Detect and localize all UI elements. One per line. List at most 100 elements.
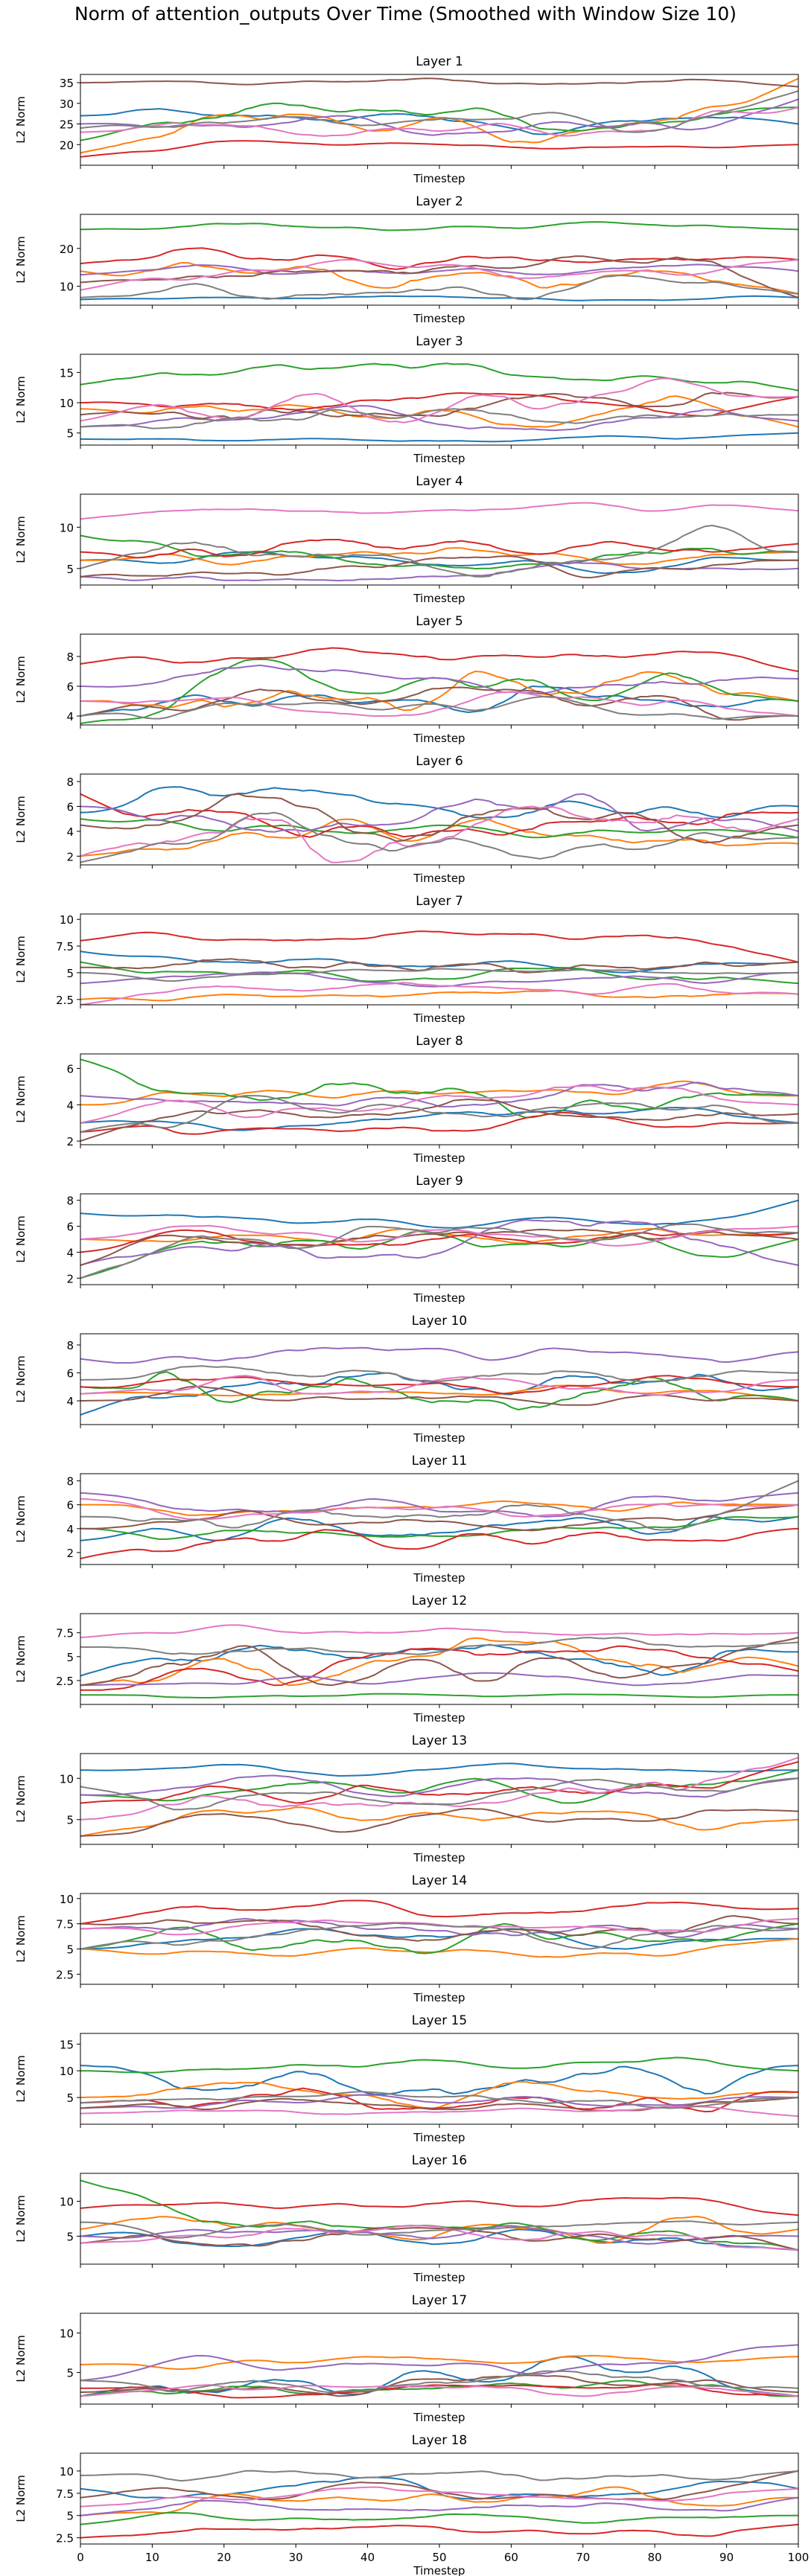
subplot-title: Layer 5: [416, 614, 463, 629]
x-axis-label: Timestep: [413, 732, 465, 745]
x-axis-label: Timestep: [413, 452, 465, 465]
x-axis-label: Timestep: [413, 172, 465, 185]
series-line-7: [80, 1624, 798, 1639]
series-line-6: [80, 77, 798, 88]
subplot-title: Layer 8: [416, 1034, 463, 1049]
y-tick-label: 20: [60, 138, 74, 152]
series-line-8: [80, 968, 798, 982]
y-tick-label: 6: [66, 1367, 74, 1381]
series-line-8: [80, 2091, 798, 2109]
subplot-layer-14: Layer 14 2.5 5 7.5 10 Timestep L2 Norm: [14, 1873, 799, 2004]
subplot-title: Layer 1: [416, 54, 463, 69]
subplot-title: Layer 15: [412, 2013, 467, 2028]
x-tick-label: 90: [719, 2551, 734, 2564]
series-line-4: [80, 930, 798, 963]
subplot-title: Layer 18: [412, 2433, 467, 2448]
series-line-5: [80, 263, 798, 276]
y-axis-label: L2 Norm: [14, 1775, 28, 1823]
series-line-3: [80, 221, 798, 231]
y-tick-label: 2: [66, 1272, 74, 1285]
x-axis-label: Timestep: [413, 1431, 465, 1445]
x-tick-label: 50: [432, 2551, 446, 2564]
subplot-layer-4: Layer 4 5 10 Timestep L2 Norm: [14, 474, 799, 605]
subplot-layer-11: Layer 11 2 4 6 8 Timestep L2 Norm: [14, 1454, 799, 1585]
subplot-layer-16: Layer 16 5 10 Timestep L2 Norm: [14, 2153, 799, 2284]
plot-frame: [80, 773, 799, 866]
y-tick-label: 4: [66, 825, 74, 839]
series-line-3: [80, 2056, 798, 2074]
subplot-title: Layer 12: [412, 1594, 467, 1608]
y-axis-label: L2 Norm: [14, 1215, 28, 1263]
series-line-5: [80, 793, 798, 833]
series-line-4: [80, 2382, 798, 2399]
x-axis-label: Timestep: [413, 1851, 465, 1864]
y-tick-label: 2.5: [56, 1968, 74, 1981]
series-line-8: [80, 408, 798, 429]
x-axis-label: Timestep: [413, 2411, 465, 2424]
y-tick-label: 2.5: [56, 994, 74, 1007]
series-line-1: [80, 1107, 798, 1131]
y-tick-label: 35: [60, 77, 74, 90]
y-tick-label: 10: [60, 281, 74, 294]
series-line-8: [80, 2370, 798, 2394]
y-axis-label: L2 Norm: [14, 1495, 28, 1543]
series-line-3: [80, 102, 798, 141]
series-line-5: [80, 1774, 798, 1798]
y-axis-label: L2 Norm: [14, 656, 28, 703]
series-line-5: [80, 2496, 798, 2516]
series-line-4: [80, 2196, 798, 2217]
y-tick-label: 10: [60, 913, 74, 927]
series-line-5: [80, 2094, 798, 2109]
series-line-4: [80, 140, 798, 158]
subplot-title: Layer 11: [412, 1454, 467, 1468]
subplot-title: Layer 14: [412, 1873, 467, 1888]
y-axis-label: L2 Norm: [14, 516, 28, 563]
subplot-layer-15: Layer 15 5 10 15 Timestep L2 Norm: [14, 2013, 799, 2144]
series-line-6: [80, 686, 798, 721]
series-line-5: [80, 1081, 798, 1108]
series-line-4: [80, 647, 798, 672]
series-line-8: [80, 90, 798, 133]
series-line-6: [80, 1637, 798, 1687]
x-axis-label: Timestep: [413, 592, 465, 605]
series-line-7: [80, 1917, 798, 1936]
x-axis-label: Timestep: [413, 1151, 465, 1165]
y-tick-label: 15: [60, 366, 74, 380]
series-line-3: [80, 818, 798, 839]
series-line-3: [80, 961, 798, 985]
y-axis-label: L2 Norm: [14, 1355, 28, 1403]
subplot-layer-2: Layer 2 10 20 Timestep L2 Norm: [14, 194, 799, 325]
series-line-6: [80, 1807, 798, 1837]
subplot-title: Layer 6: [416, 754, 463, 769]
series-line-8: [80, 811, 798, 863]
y-axis-label: L2 Norm: [14, 936, 28, 983]
series-line-2: [80, 1938, 798, 1958]
y-tick-label: 5: [66, 2230, 74, 2243]
series-line-7: [80, 2105, 798, 2118]
series-line-3: [80, 534, 798, 570]
series-line-2: [80, 2354, 798, 2371]
series-line-1: [80, 2065, 798, 2096]
x-axis-label: Timestep: [413, 2131, 465, 2144]
x-tick-label: 30: [289, 2551, 303, 2564]
y-tick-label: 8: [66, 1475, 74, 1489]
y-tick-label: 4: [66, 1395, 74, 1408]
series-line-4: [80, 1527, 798, 1559]
x-tick-label: 20: [217, 2551, 231, 2564]
series-line-7: [80, 2486, 798, 2508]
y-tick-label: 10: [60, 1772, 74, 1786]
series-line-4: [80, 1645, 798, 1691]
y-tick-label: 5: [66, 2510, 74, 2523]
y-tick-label: 10: [60, 2196, 74, 2209]
y-tick-label: 2: [66, 1135, 74, 1148]
x-axis-label: Timestep: [413, 1571, 465, 1585]
subplot-layer-5: Layer 5 4 6 8 Timestep L2 Norm: [14, 614, 799, 745]
y-tick-label: 6: [66, 1499, 74, 1512]
series-line-3: [80, 362, 798, 391]
subplot-layer-8: Layer 8 2 4 6 Timestep L2 Norm: [14, 1034, 799, 1165]
y-axis-label: L2 Norm: [14, 1635, 28, 1683]
series-line-3: [80, 1515, 798, 1541]
series-line-2: [80, 547, 798, 566]
subplot-title: Layer 3: [416, 334, 463, 349]
